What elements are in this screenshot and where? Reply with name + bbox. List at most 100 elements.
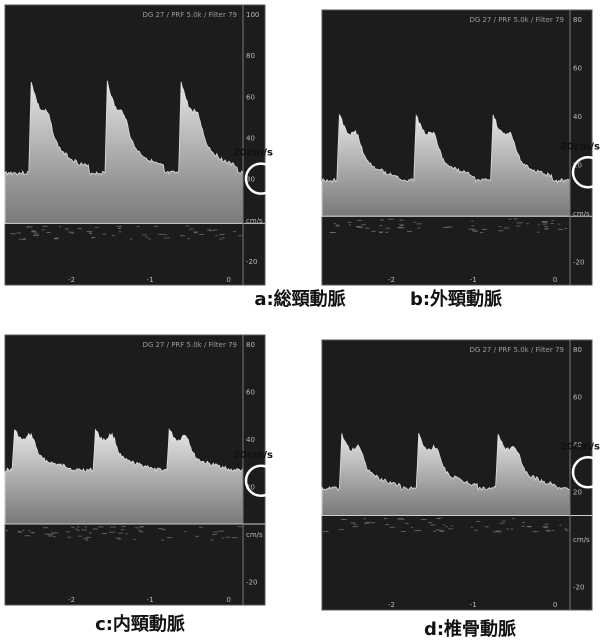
noise [212,534,217,535]
header-info: DG 27 / PRF 5.0k / Filter 79 [469,16,564,24]
noise [211,540,214,541]
noise [53,536,56,537]
x-tick-label: 0 [553,601,557,609]
noise [471,527,473,528]
scale-label: 20cm/s [560,141,600,152]
noise [522,522,525,523]
noise [89,532,92,533]
y-tick-label: 80 [246,341,255,349]
y-tick-label: 60 [246,389,255,397]
y-tick-label: cm/s [246,217,263,225]
noise [138,530,141,531]
noise [90,233,93,234]
noise [334,223,336,224]
noise [421,519,427,520]
noise [83,538,88,539]
noise [512,518,515,519]
noise [233,231,236,232]
noise [542,221,548,222]
noise [215,235,217,236]
noise [102,533,107,534]
noise [112,235,115,236]
x-tick-label: 0 [226,596,230,604]
noise [238,235,242,236]
noise [558,229,563,230]
noise [390,527,396,528]
noise [438,530,443,531]
x-tick-label: -1 [147,276,154,284]
noise [498,230,503,231]
y-tick-label: -20 [573,258,584,266]
noise [65,229,69,230]
noise [48,536,52,537]
noise [468,229,473,230]
noise [24,535,30,536]
caption: b:外頸動脈 [410,288,502,310]
noise [219,234,224,235]
noise [158,234,164,235]
noise [164,238,170,239]
noise [44,534,48,535]
noise [545,228,549,229]
noise [81,529,87,530]
noise [527,526,532,527]
noise [551,530,554,531]
noise [85,527,87,528]
noise [365,228,369,229]
noise [445,526,447,527]
caption: d:椎骨動脈 [424,618,516,640]
noise [46,232,50,233]
noise [184,531,186,532]
noise [78,536,82,537]
noise [543,224,547,225]
y-tick-label: 60 [573,64,582,72]
noise [448,528,453,529]
noise [180,235,185,236]
noise [379,232,382,233]
y-tick-label: 40 [573,113,582,121]
noise [513,218,517,219]
noise [402,519,404,520]
noise [405,523,409,524]
y-tick-label: 60 [246,93,255,101]
noise [140,526,144,527]
noise [472,231,478,232]
noise [32,230,35,231]
noise [31,231,36,232]
noise [357,220,361,221]
noise [18,532,23,533]
noise [219,239,222,240]
noise [476,521,480,522]
noise [87,231,93,232]
noise [380,219,384,220]
noise [433,531,436,532]
noise [511,528,513,529]
x-tick-label: 0 [226,276,230,284]
noise [400,225,404,226]
noise [331,232,336,233]
noise [110,527,116,528]
noise [349,224,351,225]
y-tick-label: 40 [246,436,255,444]
x-tick-label: -2 [388,276,395,284]
noise [559,525,561,526]
noise [544,524,548,525]
noise [564,529,567,530]
noise [537,232,540,233]
noise [417,223,422,224]
header-info: DG 27 / PRF 5.0k / Filter 79 [469,346,564,354]
noise [142,234,147,235]
noise [417,530,421,531]
noise [121,529,124,530]
noise [399,227,405,228]
noise [5,530,8,531]
noise [485,526,489,527]
noise [22,530,24,531]
noise [199,234,204,235]
noise [146,237,149,238]
noise [95,227,99,228]
noise [232,537,238,538]
noise [502,521,505,522]
noise [59,226,61,227]
caption: a:総頸動脈 [254,288,345,310]
